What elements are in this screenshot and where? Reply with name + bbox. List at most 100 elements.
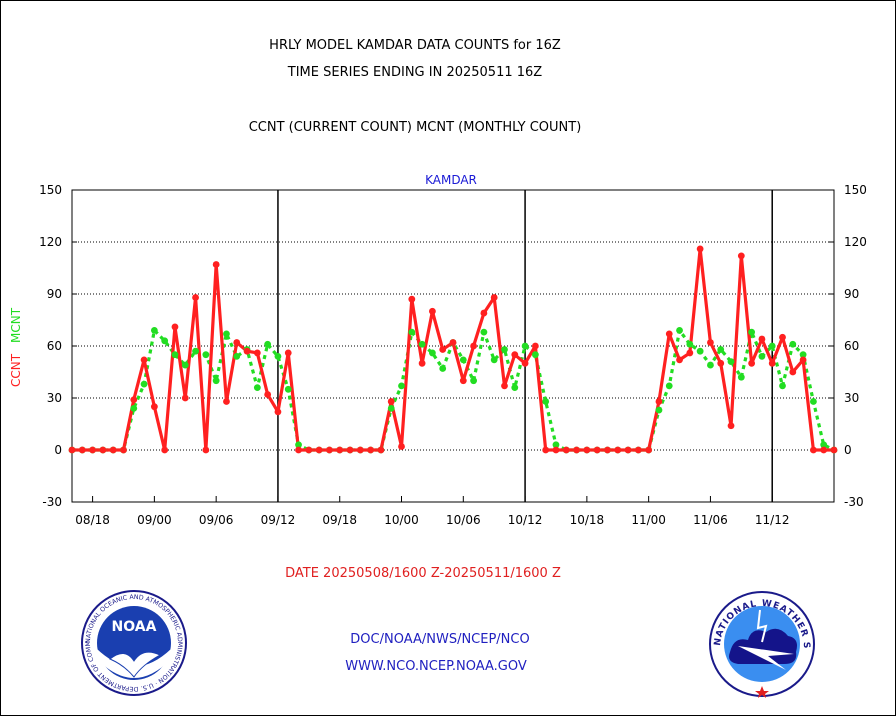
data-point-mcnt: [418, 340, 426, 348]
nws-logo: NATIONAL WEATHER SERVICE: [708, 590, 815, 698]
data-point-mcnt: [161, 337, 169, 345]
data-point-mcnt: [758, 353, 766, 360]
data-point-ccnt: [233, 339, 241, 346]
data-point-ccnt: [326, 446, 333, 454]
data-point-ccnt: [542, 446, 550, 454]
data-point-ccnt: [140, 356, 148, 364]
chart-title-line-1: HRLY MODEL KAMDAR DATA COUNTS for 16Z: [269, 38, 561, 53]
website-link[interactable]: WWW.NCO.NCEP.NOAA.GOV: [345, 659, 527, 674]
data-point-mcnt: [470, 377, 477, 385]
data-point-mcnt: [398, 382, 405, 390]
data-point-mcnt: [686, 340, 694, 348]
y-tick-label-left: -30: [42, 495, 62, 509]
y-tick-label-right: -30: [844, 495, 864, 509]
data-point-ccnt: [737, 252, 745, 260]
data-point-mcnt: [696, 347, 704, 355]
data-point-mcnt: [202, 351, 210, 359]
data-point-ccnt: [779, 333, 786, 341]
data-point-ccnt: [634, 446, 642, 454]
data-point-ccnt: [490, 294, 498, 301]
data-point-mcnt: [253, 384, 261, 391]
data-point-ccnt: [150, 403, 158, 411]
data-point-ccnt: [562, 446, 570, 454]
data-point-ccnt: [480, 309, 488, 317]
x-tick-label: 11/00: [631, 513, 666, 527]
y-tick-label-left: 150: [39, 183, 62, 197]
org-path-link[interactable]: DOC/NOAA/NWS/NCEP/NCO: [350, 632, 530, 647]
series-points: [68, 245, 838, 454]
data-point-ccnt: [614, 446, 622, 454]
x-tick-label: 09/18: [322, 513, 357, 527]
data-point-mcnt: [150, 327, 158, 334]
data-point-ccnt: [717, 359, 725, 367]
data-point-mcnt: [295, 441, 302, 449]
data-point-ccnt: [161, 446, 169, 454]
data-point-ccnt: [830, 446, 838, 454]
data-point-mcnt: [748, 328, 756, 336]
data-point-mcnt: [542, 398, 550, 405]
data-point-mcnt: [521, 342, 529, 350]
y-axis-ticks: -30 -30 0 0 30 30 60 60 90 90 120 120 150 150: [39, 183, 867, 509]
date-range-label: DATE 20250508/1600 Z-20250511/1600 Z: [285, 566, 561, 581]
noaa-wordmark: NOAA: [112, 619, 157, 635]
data-point-ccnt: [511, 351, 519, 359]
data-point-ccnt: [264, 391, 272, 398]
data-point-ccnt: [377, 446, 385, 454]
x-tick-label: 11/06: [693, 513, 728, 527]
data-point-mcnt: [552, 441, 560, 449]
data-point-mcnt: [820, 441, 828, 449]
y-tick-label-right: 60: [844, 339, 859, 353]
data-point-mcnt: [501, 346, 508, 353]
data-point-mcnt: [387, 405, 395, 412]
x-tick-label: 10/18: [570, 513, 605, 527]
data-point-ccnt: [346, 446, 354, 454]
data-point-ccnt: [367, 446, 375, 454]
data-point-mcnt: [223, 330, 230, 338]
y-tick-label-left: 60: [47, 339, 62, 353]
data-point-ccnt: [449, 339, 457, 346]
data-point-mcnt: [212, 377, 220, 385]
data-point-ccnt: [78, 446, 86, 454]
data-point-mcnt: [439, 365, 447, 372]
data-point-mcnt: [459, 356, 467, 364]
data-point-ccnt: [305, 446, 313, 454]
data-point-mcnt: [264, 340, 272, 348]
data-point-ccnt: [212, 261, 220, 268]
data-point-ccnt: [470, 342, 477, 350]
data-point-ccnt: [593, 446, 601, 454]
y-tick-label-left: 0: [54, 443, 62, 457]
data-point-mcnt: [665, 382, 673, 390]
data-point-ccnt: [408, 295, 416, 303]
data-point-mcnt: [233, 353, 241, 360]
data-point-mcnt: [181, 361, 189, 369]
data-point-ccnt: [789, 368, 797, 376]
data-point-mcnt: [429, 349, 436, 357]
data-point-ccnt: [429, 307, 436, 315]
data-point-ccnt: [109, 446, 117, 454]
data-point-ccnt: [768, 359, 776, 367]
data-point-ccnt: [696, 245, 704, 253]
x-tick-label: 08/18: [75, 513, 110, 527]
data-point-mcnt: [768, 342, 776, 350]
x-tick-label: 11/12: [755, 513, 790, 527]
data-point-ccnt: [655, 398, 663, 405]
noaa-logo: NOAA NATIONAL OCEANIC AND ATMOSPHERIC AD…: [80, 589, 187, 696]
data-point-ccnt: [459, 377, 467, 385]
data-point-ccnt: [501, 382, 508, 390]
data-point-mcnt: [789, 340, 797, 348]
data-point-ccnt: [676, 356, 683, 364]
data-point-mcnt: [284, 385, 292, 393]
data-point-ccnt: [181, 394, 189, 402]
data-point-mcnt: [810, 398, 817, 405]
chart-subtitle: CCNT (CURRENT COUNT) MCNT (MONTHLY COUNT…: [248, 120, 582, 135]
data-point-mcnt: [490, 356, 498, 364]
data-point-mcnt: [799, 351, 807, 359]
data-point-ccnt: [223, 398, 230, 405]
data-point-ccnt: [243, 347, 251, 355]
x-tick-label: 10/06: [446, 513, 481, 527]
data-point-ccnt: [645, 446, 653, 454]
y-tick-label-left: 90: [47, 287, 62, 301]
data-point-ccnt: [284, 349, 292, 357]
data-point-ccnt: [604, 446, 611, 454]
